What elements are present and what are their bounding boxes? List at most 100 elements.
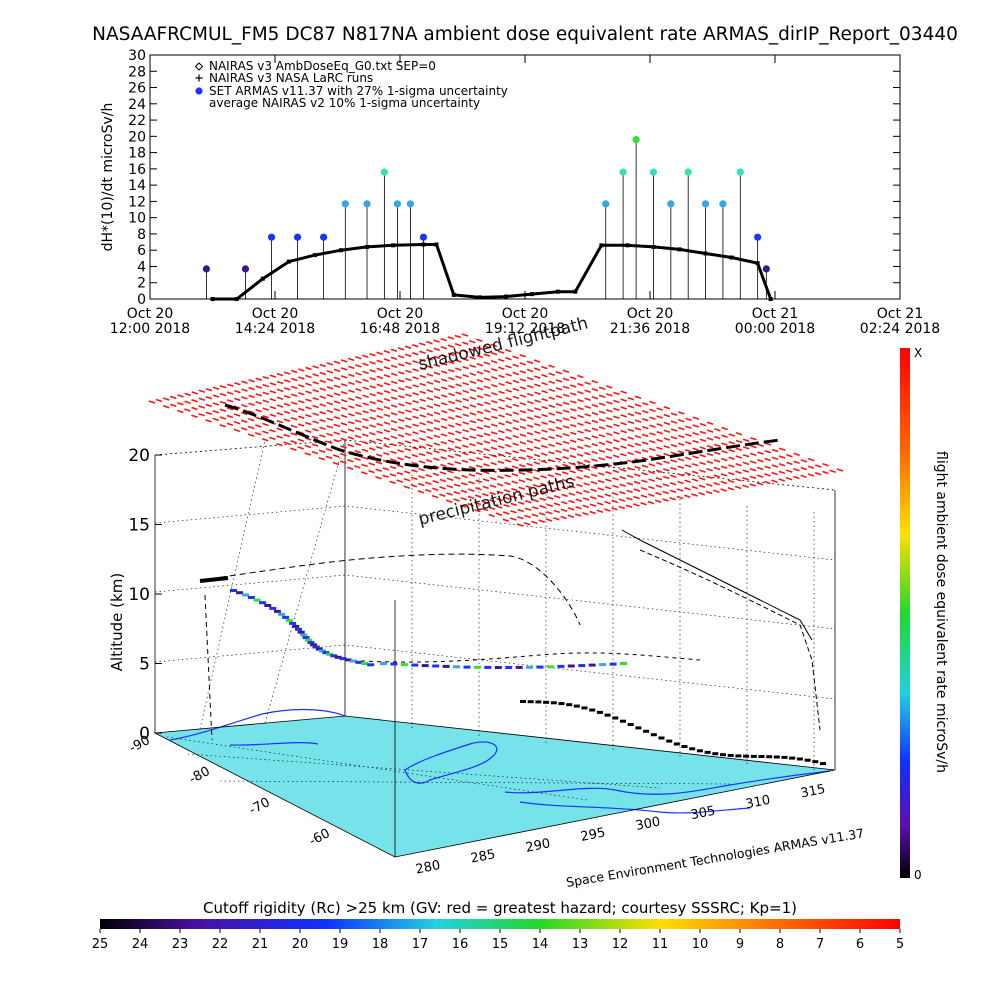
mesh-mark xyxy=(692,455,699,459)
mesh-mark xyxy=(497,350,505,354)
mesh-mark xyxy=(742,453,750,458)
mesh-mark xyxy=(511,480,518,484)
mesh-mark xyxy=(426,436,433,440)
mesh-mark xyxy=(518,479,526,483)
armas-point xyxy=(667,200,675,208)
mesh-mark xyxy=(519,354,526,358)
mesh-mark xyxy=(291,385,298,390)
cutoff-tick-label: 6 xyxy=(856,937,864,952)
mesh-mark xyxy=(390,404,398,408)
mesh-mark xyxy=(290,432,298,436)
mesh-mark xyxy=(532,491,540,495)
mesh-mark xyxy=(516,523,524,527)
mesh-mark xyxy=(447,439,455,444)
cutoff-tick-label: 20 xyxy=(292,937,309,952)
mesh-mark xyxy=(411,469,418,473)
mesh-mark xyxy=(699,430,707,435)
mesh-mark xyxy=(568,492,576,496)
mesh-mark xyxy=(177,394,184,398)
mesh-mark xyxy=(191,391,198,395)
mesh-mark xyxy=(440,362,448,366)
mesh-mark xyxy=(455,367,462,371)
mesh-mark xyxy=(419,414,427,418)
mesh-mark xyxy=(455,383,462,387)
x-tick-label-day: Oct 20 xyxy=(502,306,548,322)
mesh-mark xyxy=(526,376,534,381)
cutoff-tick-label: 11 xyxy=(652,937,669,952)
mesh-mark xyxy=(318,457,326,461)
mesh-mark xyxy=(498,358,505,362)
y-tick-label: 16 xyxy=(128,162,146,178)
mesh-mark xyxy=(670,474,677,478)
mesh-mark xyxy=(454,461,462,465)
mesh-mark xyxy=(362,433,369,437)
mesh-mark xyxy=(390,364,398,369)
mesh-mark xyxy=(539,497,547,502)
mesh-mark xyxy=(663,460,670,465)
dose-marker-ground xyxy=(558,702,565,706)
dose-marker xyxy=(259,601,267,605)
mesh-mark xyxy=(518,486,525,491)
mesh-mark xyxy=(355,411,362,416)
nairas-v3-point xyxy=(555,289,560,294)
mesh-mark xyxy=(685,448,692,453)
mesh-mark xyxy=(570,416,577,420)
mesh-mark xyxy=(721,450,728,454)
mesh-mark xyxy=(538,512,546,516)
mesh-mark xyxy=(504,474,511,478)
mesh-mark xyxy=(333,400,341,404)
mesh-mark xyxy=(534,415,541,419)
mesh-mark xyxy=(511,472,519,477)
mesh-mark xyxy=(483,361,491,365)
mesh-mark xyxy=(598,472,605,476)
mesh-mark xyxy=(505,397,513,401)
mesh-mark xyxy=(647,493,655,497)
mesh-mark xyxy=(469,356,476,360)
mesh-mark xyxy=(347,436,355,440)
mesh-mark xyxy=(276,404,284,408)
mesh-mark xyxy=(383,366,391,370)
mesh-mark xyxy=(641,449,649,453)
latitude-tick-label: -80 xyxy=(187,764,213,787)
mesh-mark xyxy=(304,437,312,441)
mesh-mark xyxy=(691,493,698,497)
mesh-mark xyxy=(397,363,405,367)
mesh-mark xyxy=(482,470,490,475)
dose-marker xyxy=(599,663,607,667)
dose-marker xyxy=(253,598,261,602)
mesh-mark xyxy=(489,484,497,488)
armas-point xyxy=(202,265,211,273)
mesh-mark xyxy=(398,418,405,423)
mesh-mark xyxy=(548,404,556,408)
mesh-mark xyxy=(354,465,361,469)
mesh-mark xyxy=(606,409,613,413)
armas-point xyxy=(320,233,328,241)
cutoff-tick-label: 15 xyxy=(492,937,509,952)
mesh-mark xyxy=(568,484,576,489)
mesh-mark xyxy=(305,390,312,395)
mesh-mark xyxy=(670,443,678,448)
mesh-mark xyxy=(198,397,206,401)
flight-3d-view: 0 5 10 15 20 Altitude (km) 280 285 290 295 300 30… xyxy=(108,313,865,890)
mesh-mark xyxy=(641,464,649,468)
legend-entry-nairas-v3: NAIRAS v3 AmbDoseEq_G0.txt SEP=0 xyxy=(209,59,436,73)
mesh-mark xyxy=(419,390,427,395)
mesh-mark xyxy=(376,430,383,435)
mesh-mark xyxy=(276,396,284,401)
mesh-mark xyxy=(519,456,526,460)
mesh-mark xyxy=(546,496,554,500)
dose-marker xyxy=(547,665,554,669)
mesh-mark xyxy=(439,471,447,475)
armas-point xyxy=(241,265,250,273)
mesh-mark xyxy=(641,441,649,445)
armas-point xyxy=(632,135,640,144)
x-tick-label-time: 21:36 2018 xyxy=(610,321,690,337)
mesh-mark xyxy=(620,437,627,442)
mesh-mark xyxy=(404,353,412,358)
longitude-tick-label: 295 xyxy=(579,825,606,844)
mesh-mark xyxy=(298,384,305,388)
mesh-mark xyxy=(605,432,613,437)
mesh-mark xyxy=(663,452,670,457)
mesh-mark xyxy=(269,429,276,433)
mesh-mark xyxy=(426,443,433,448)
